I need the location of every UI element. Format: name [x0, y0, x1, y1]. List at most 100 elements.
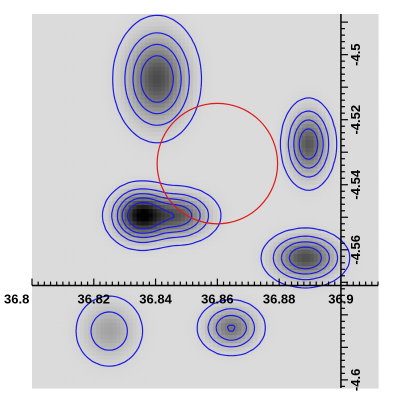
- heatmap-cell: [84, 168, 89, 174]
- heatmap-cell: [261, 26, 266, 31]
- heatmap-cell: [80, 229, 85, 235]
- heatmap-cell: [329, 233, 335, 239]
- heatmap-cell: [92, 131, 97, 137]
- heatmap-cell: [309, 119, 315, 125]
- heatmap-cell: [269, 127, 274, 133]
- heatmap-cell: [68, 95, 73, 100]
- heatmap-cell: [116, 160, 122, 166]
- heatmap-cell: [32, 115, 37, 121]
- heatmap-cell: [48, 38, 53, 44]
- heatmap-cell: [353, 144, 359, 149]
- heatmap-cell: [180, 172, 186, 178]
- heatmap-cell: [237, 14, 242, 19]
- heatmap-cell: [325, 74, 331, 80]
- heatmap-cell: [233, 233, 238, 239]
- heatmap-cell: [345, 99, 351, 105]
- heatmap-cell: [88, 148, 93, 153]
- heatmap-cell: [160, 62, 166, 68]
- heatmap-cell: [349, 46, 355, 52]
- heatmap-cell: [361, 115, 367, 121]
- heatmap-cell: [301, 144, 307, 149]
- heatmap-cell: [261, 83, 266, 88]
- heatmap-cell: [301, 192, 307, 198]
- heatmap-cell: [277, 107, 283, 113]
- heatmap-cell: [369, 237, 375, 243]
- heatmap-cell: [317, 237, 323, 243]
- heatmap-cell: [100, 46, 106, 52]
- heatmap-cell: [213, 209, 218, 214]
- heatmap-cell: [72, 180, 77, 186]
- heatmap-cell: [160, 123, 166, 129]
- heatmap-cell: [64, 111, 69, 117]
- heatmap-cell: [188, 74, 194, 80]
- heatmap-cell: [152, 221, 158, 226]
- heatmap-cell: [265, 14, 270, 19]
- heatmap-cell: [317, 131, 323, 137]
- heatmap-cell: [289, 62, 295, 68]
- heatmap-cell: [205, 184, 210, 190]
- heatmap-cell: [365, 127, 371, 133]
- heatmap-cell: [345, 168, 351, 174]
- heatmap-cell: [349, 91, 355, 96]
- heatmap-cell: [345, 229, 351, 235]
- heatmap-cell: [313, 168, 319, 174]
- heatmap-cell: [80, 46, 85, 52]
- heatmap-cell: [184, 152, 190, 157]
- heatmap-cell: [277, 74, 283, 80]
- heatmap-cell: [225, 99, 230, 105]
- heatmap-cell: [249, 184, 254, 190]
- heatmap-cell: [281, 54, 287, 60]
- heatmap-cell: [269, 38, 274, 44]
- heatmap-cell: [196, 111, 202, 117]
- heatmap-cell: [124, 221, 130, 226]
- heatmap-cell: [52, 30, 57, 35]
- heatmap-cell: [345, 103, 351, 109]
- heatmap-cell: [128, 70, 134, 76]
- heatmap-cell: [160, 152, 166, 157]
- heatmap-cell: [148, 74, 154, 80]
- heatmap-cell: [76, 172, 81, 178]
- heatmap-cell: [124, 225, 130, 231]
- heatmap-cell: [273, 74, 279, 80]
- heatmap-cell: [160, 111, 166, 117]
- heatmap-cell: [92, 127, 97, 133]
- heatmap-cell: [373, 237, 379, 243]
- heatmap-cell: [321, 123, 327, 129]
- heatmap-cell: [285, 160, 291, 166]
- heatmap-cell: [152, 144, 158, 149]
- heatmap-cell: [245, 144, 250, 149]
- heatmap-cell: [261, 66, 266, 72]
- heatmap-cell: [48, 164, 53, 170]
- heatmap-cell: [257, 164, 262, 170]
- heatmap-cell: [172, 160, 178, 166]
- heatmap-cell: [253, 241, 258, 247]
- heatmap-cell: [225, 111, 230, 117]
- heatmap-cell: [285, 91, 291, 96]
- heatmap-cell: [76, 111, 81, 117]
- heatmap-cell: [269, 233, 274, 239]
- heatmap-cell: [68, 135, 73, 141]
- heatmap-cell: [285, 131, 291, 137]
- heatmap-cell: [196, 83, 202, 88]
- heatmap-cell: [40, 83, 45, 88]
- heatmap-cell: [104, 18, 110, 23]
- heatmap-cell: [333, 74, 339, 80]
- heatmap-cell: [44, 79, 49, 84]
- heatmap-cell: [36, 83, 41, 88]
- heatmap-cell: [40, 62, 45, 68]
- heatmap-cell: [104, 168, 110, 174]
- heatmap-cell: [205, 123, 210, 129]
- heatmap-cell: [225, 237, 230, 243]
- heatmap-cell: [297, 168, 303, 174]
- heatmap-cell: [136, 107, 142, 113]
- heatmap-cell: [108, 26, 114, 31]
- heatmap-cell: [313, 115, 319, 121]
- heatmap-cell: [40, 184, 45, 190]
- heatmap-cell: [309, 91, 315, 96]
- heatmap-cell: [64, 225, 69, 231]
- heatmap-cell: [104, 79, 110, 84]
- heatmap-cell: [100, 140, 106, 145]
- heatmap-cell: [249, 225, 254, 231]
- heatmap-cell: [309, 188, 315, 194]
- heatmap-cell: [176, 221, 182, 226]
